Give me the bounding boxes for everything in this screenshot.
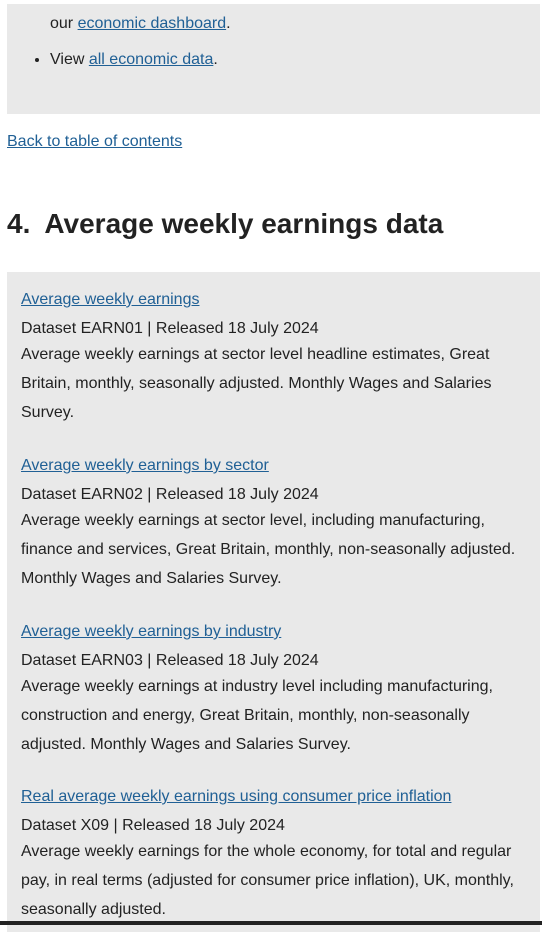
related-links-list: View all economic data.: [31, 49, 218, 71]
dataset-meta: Dataset EARN03 | Released 18 July 2024: [21, 652, 319, 669]
dataset-description: Average weekly earnings at sector level …: [21, 346, 492, 421]
bullet-suffix: .: [213, 51, 218, 68]
dataset-meta: Dataset EARN01 | Released 18 July 2024: [21, 320, 319, 337]
dataset-description: Average weekly earnings at industry leve…: [21, 678, 493, 753]
dataset-meta: Dataset EARN02 | Released 18 July 2024: [21, 486, 319, 503]
dataset-item: Real average weekly earnings using consu…: [21, 786, 526, 924]
list-item: View all economic data.: [50, 49, 218, 71]
bullet-prefix: View: [50, 51, 89, 68]
dataset-description: Average weekly earnings at sector level,…: [21, 512, 516, 587]
bottom-edge-divider: [0, 921, 542, 925]
dashboard-line: our economic dashboard.: [50, 13, 231, 35]
section-heading: 4. Average weekly earnings data: [7, 204, 443, 244]
dataset-item: Average weekly earnings by industry Data…: [21, 621, 526, 759]
dataset-title-link[interactable]: Real average weekly earnings using consu…: [21, 788, 452, 805]
dataset-title-link[interactable]: Average weekly earnings: [21, 291, 200, 308]
related-links-box: our economic dashboard. View all economi…: [7, 4, 540, 114]
section-title: Average weekly earnings data: [44, 208, 444, 239]
dashboard-line-suffix: .: [226, 15, 231, 32]
dashboard-line-prefix: our: [50, 15, 78, 32]
dataset-item: Average weekly earnings by sector Datase…: [21, 455, 526, 593]
all-economic-data-link[interactable]: all economic data: [88, 51, 214, 68]
datasets-box: Average weekly earnings Dataset EARN01 |…: [7, 272, 540, 932]
dataset-meta: Dataset X09 | Released 18 July 2024: [21, 817, 285, 834]
dataset-item: Average weekly earnings Dataset EARN01 |…: [21, 289, 526, 427]
back-to-contents-link[interactable]: Back to table of contents: [7, 133, 183, 150]
dataset-description: Average weekly earnings for the whole ec…: [21, 843, 514, 918]
dataset-title-link[interactable]: Average weekly earnings by industry: [21, 623, 282, 640]
economic-dashboard-link[interactable]: economic dashboard: [77, 15, 227, 32]
section-number: 4.: [7, 208, 31, 239]
dataset-title-link[interactable]: Average weekly earnings by sector: [21, 457, 269, 474]
